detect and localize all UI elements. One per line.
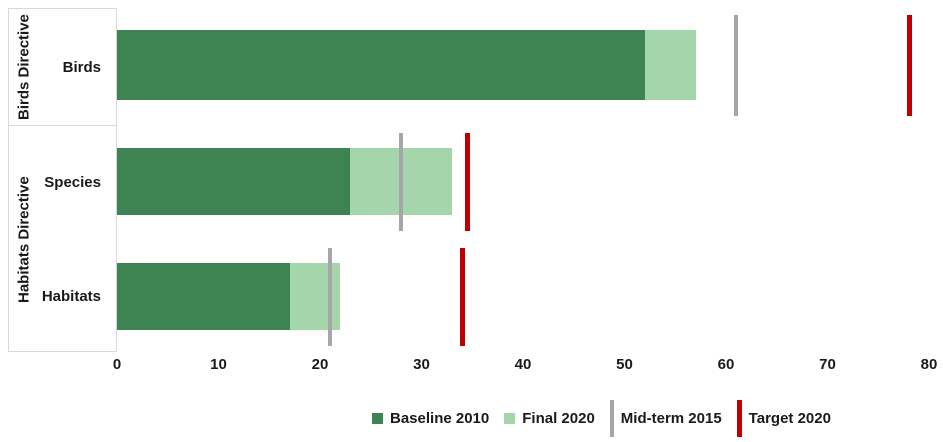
category-panel: Birds Directive Birds Habitats Directive… xyxy=(8,8,117,352)
legend: Baseline 2010 Final 2020 Mid-term 2015 T… xyxy=(372,398,831,438)
target-2020-line-species xyxy=(465,133,471,231)
mid-term-2015-line-birds xyxy=(734,15,739,116)
x-tick-label: 40 xyxy=(514,356,532,373)
mid-term-2015-line-icon xyxy=(609,399,614,437)
bar-baseline-2010-species xyxy=(117,148,351,215)
legend-label: Mid-term 2015 xyxy=(620,409,722,427)
legend-label: Target 2020 xyxy=(748,409,831,427)
x-tick-label: 20 xyxy=(311,356,329,373)
x-tick-label: 0 xyxy=(112,356,122,373)
x-tick-label: 10 xyxy=(210,356,227,373)
x-axis: 0 10 20 30 40 50 60 70 80 xyxy=(0,356,943,378)
mid-term-2015-line-habitats xyxy=(328,248,333,346)
group-birds-directive: Birds Directive Birds xyxy=(9,9,116,125)
x-tick-label: 70 xyxy=(819,356,836,373)
target-2020-line-icon xyxy=(736,399,742,437)
legend-label: Baseline 2010 xyxy=(390,409,490,427)
legend-item-baseline-2010: Baseline 2010 xyxy=(372,410,489,427)
target-2020-line-habitats xyxy=(460,248,466,346)
target-2020-line-birds xyxy=(906,15,912,116)
bar-baseline-2010-birds xyxy=(117,30,645,100)
group-label-birds-directive: Birds Directive xyxy=(15,14,33,120)
group-label-habitats-directive: Habitats Directive xyxy=(15,176,33,303)
mid-term-2015-line-species xyxy=(399,133,404,231)
group-habitats-directive: Habitats Directive Species Habitats xyxy=(9,125,116,353)
bar-baseline-2010-habitats xyxy=(117,263,290,330)
legend-item-mid-term-2015: Mid-term 2015 xyxy=(609,399,722,437)
x-tick-label: 80 xyxy=(920,356,938,373)
category-label-birds: Birds xyxy=(62,58,101,76)
category-label-species: Species xyxy=(44,174,101,192)
final-2020-swatch-icon xyxy=(504,412,516,424)
baseline-2010-swatch-icon xyxy=(372,412,383,424)
legend-label: Final 2020 xyxy=(522,409,595,427)
x-tick-label: 30 xyxy=(413,356,430,373)
bar-final-2020-birds xyxy=(644,30,696,100)
bar-final-2020-habitats xyxy=(289,263,341,330)
x-tick-label: 60 xyxy=(717,356,735,373)
x-tick-label: 50 xyxy=(616,356,633,373)
bar-final-2020-species xyxy=(350,148,452,215)
legend-item-final-2020: Final 2020 xyxy=(504,410,595,427)
category-label-habitats: Habitats xyxy=(41,287,101,305)
legend-item-target-2020: Target 2020 xyxy=(736,399,831,437)
